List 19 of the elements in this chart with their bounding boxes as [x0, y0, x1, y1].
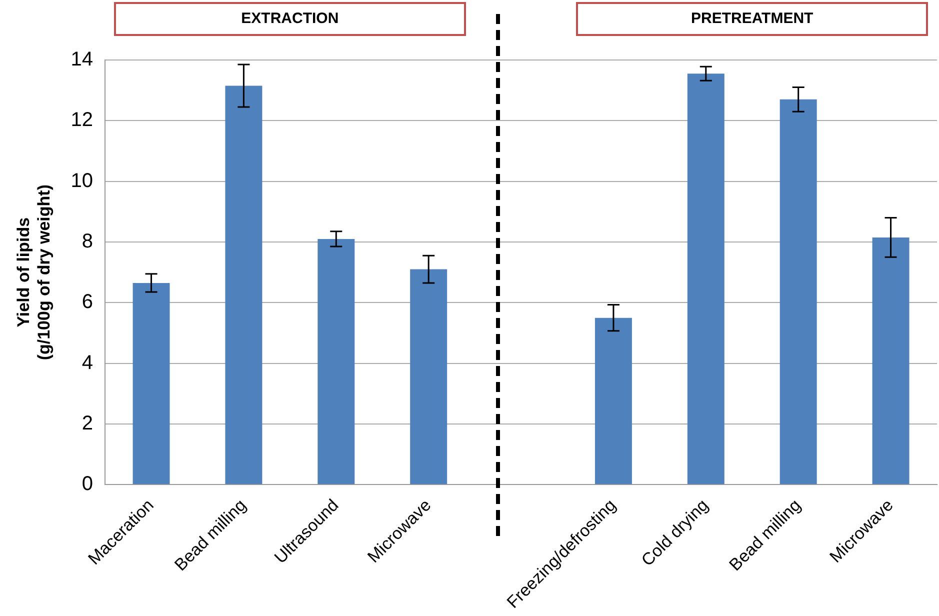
y-tick-label: 10: [70, 170, 94, 192]
y-tick-label: 4: [82, 352, 94, 374]
bar: [780, 99, 817, 484]
y-tick-label: 6: [82, 291, 94, 314]
y-tick-label: 14: [70, 48, 94, 71]
y-tick-label: 12: [70, 109, 94, 132]
y-tick-label: 2: [82, 412, 94, 435]
bar: [225, 86, 262, 484]
bar: [132, 282, 170, 484]
y-tick-label: 8: [82, 230, 94, 253]
y-axis-title: Yield of lipids (g/100g of dry weight): [14, 184, 54, 360]
y-tick-label: 0: [82, 473, 94, 496]
bar: [410, 269, 448, 484]
bar: [594, 318, 632, 484]
bar: [318, 238, 355, 484]
bar: [872, 237, 910, 484]
text: EXTRACTION: [114, 2, 466, 36]
bar: [687, 74, 724, 484]
text: PRETREATMENT: [576, 2, 928, 36]
